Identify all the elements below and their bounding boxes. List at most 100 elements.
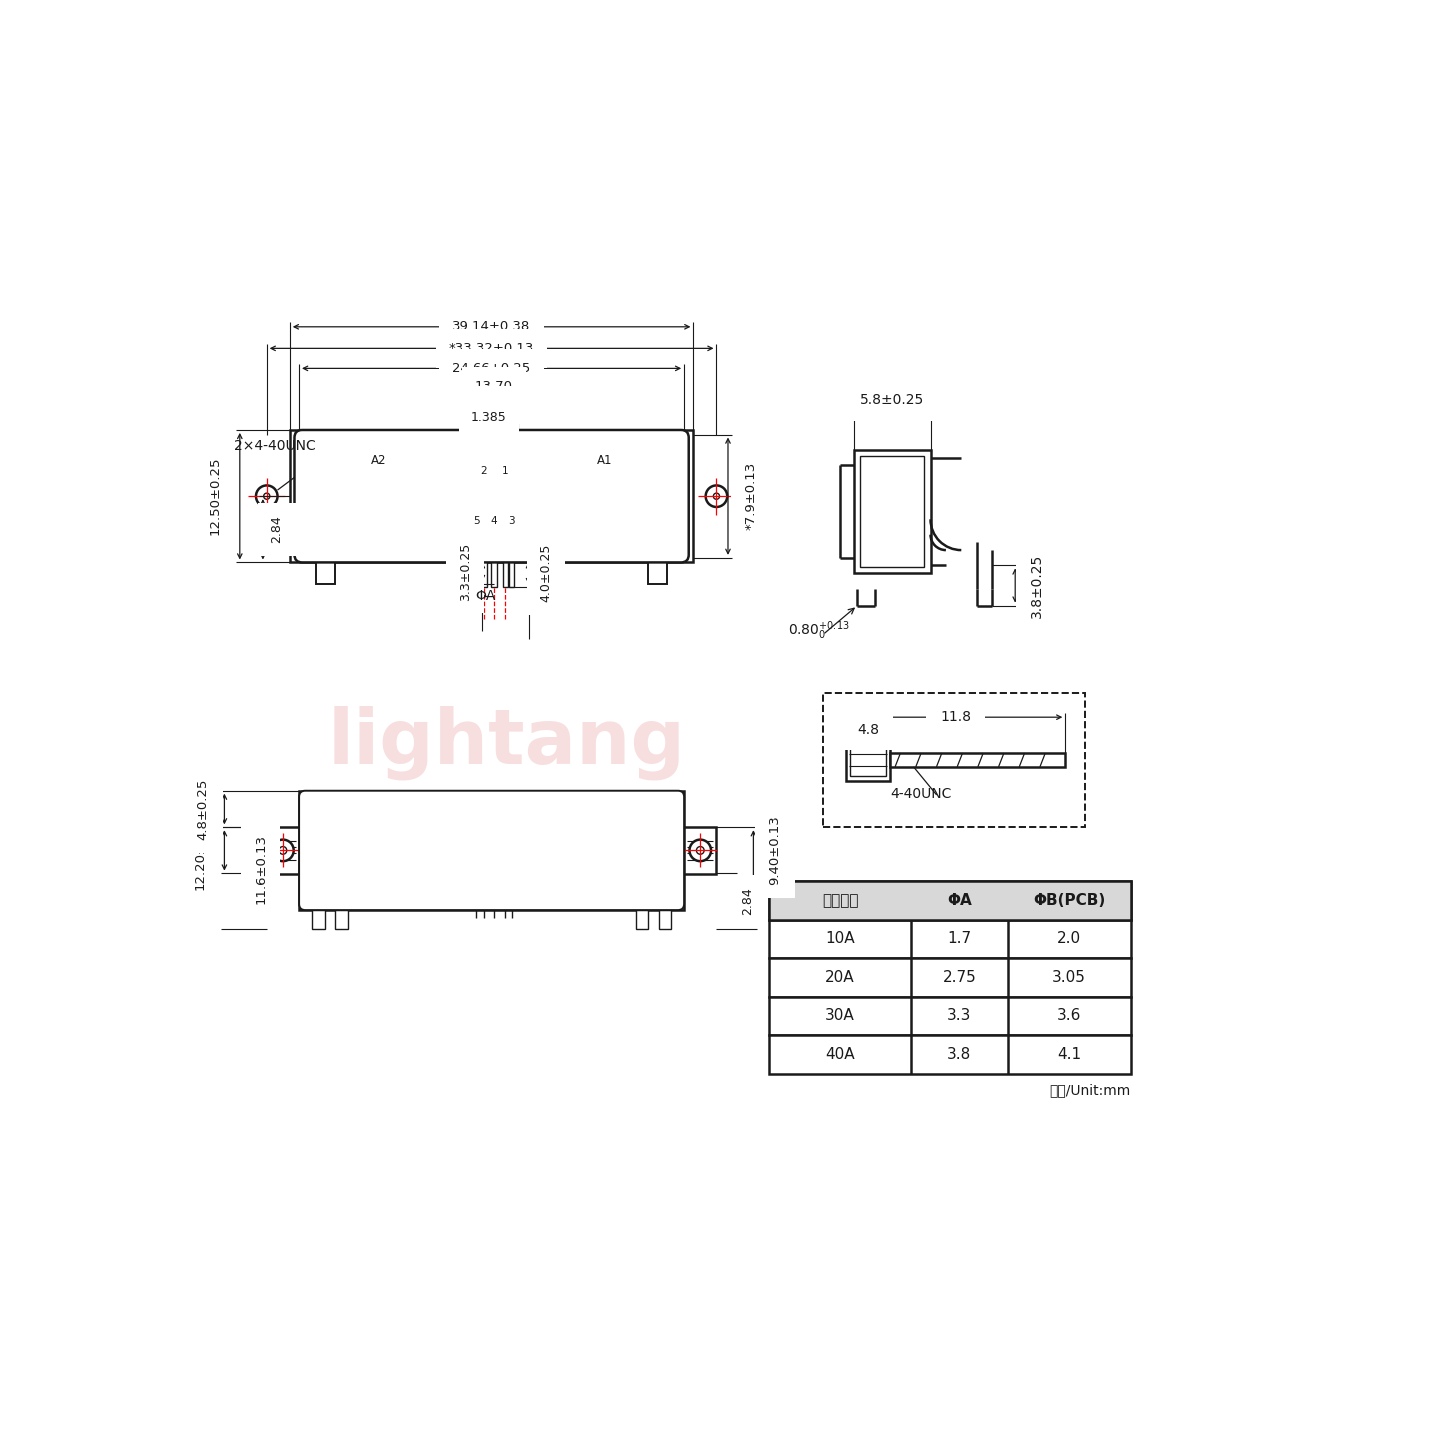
Circle shape	[390, 845, 400, 855]
Bar	[336, 910, 347, 929]
Text: 5: 5	[472, 516, 480, 526]
Text: 2.84: 2.84	[271, 516, 284, 543]
Circle shape	[583, 845, 592, 855]
Text: ΦA: ΦA	[475, 589, 495, 603]
Text: 2.77: 2.77	[481, 399, 508, 412]
Circle shape	[507, 848, 517, 860]
Bar	[658, 910, 671, 929]
Text: 3.3: 3.3	[948, 1008, 972, 1024]
Bar	[845, 739, 890, 780]
Bar	[635, 910, 648, 929]
Text: 39.14±0.38: 39.14±0.38	[452, 320, 531, 333]
Circle shape	[488, 501, 500, 513]
Text: 9.40±0.13: 9.40±0.13	[769, 815, 782, 886]
Text: 单位/Unit:mm: 单位/Unit:mm	[1050, 1083, 1130, 1097]
Circle shape	[264, 492, 269, 500]
Text: 4.1: 4.1	[1057, 1047, 1081, 1061]
Circle shape	[279, 847, 287, 854]
Circle shape	[713, 492, 720, 500]
Text: 4.8: 4.8	[857, 723, 880, 736]
Bar	[854, 449, 930, 573]
Text: *7.9±0.13: *7.9±0.13	[744, 462, 757, 530]
Text: 0.80$^{+0.13}_{0}$: 0.80$^{+0.13}_{0}$	[788, 619, 850, 642]
Text: 额定电流: 额定电流	[822, 893, 858, 909]
Circle shape	[478, 480, 490, 491]
Text: *33.32±0.13: *33.32±0.13	[449, 341, 534, 354]
Circle shape	[471, 501, 481, 513]
Bar	[289, 431, 693, 563]
Text: 4.0±0.25: 4.0±0.25	[539, 544, 552, 602]
Circle shape	[500, 480, 511, 491]
Bar	[481, 557, 487, 588]
Circle shape	[491, 504, 497, 510]
Text: 12.20±0.13: 12.20±0.13	[193, 811, 206, 890]
Text: 3.05: 3.05	[1053, 971, 1086, 985]
Bar	[315, 559, 336, 585]
FancyBboxPatch shape	[300, 791, 684, 910]
Circle shape	[379, 834, 412, 867]
Text: 13.70: 13.70	[475, 380, 513, 393]
Text: 10A: 10A	[825, 932, 855, 946]
Text: 2.84: 2.84	[740, 887, 753, 916]
Text: 11.6±0.13: 11.6±0.13	[253, 834, 266, 904]
Bar	[769, 996, 1130, 1035]
Bar	[503, 557, 508, 588]
Text: ΦA: ΦA	[948, 893, 972, 909]
Bar	[822, 693, 1084, 828]
Text: 30A: 30A	[825, 1008, 855, 1024]
Bar	[648, 559, 667, 585]
Text: 24.66±0.25: 24.66±0.25	[452, 361, 531, 374]
Text: 1.7: 1.7	[948, 932, 972, 946]
Circle shape	[272, 840, 294, 861]
Circle shape	[706, 485, 727, 507]
Circle shape	[488, 848, 500, 860]
Text: 2: 2	[481, 467, 487, 477]
Bar	[684, 828, 717, 874]
Circle shape	[570, 834, 605, 867]
Text: 1: 1	[503, 467, 508, 477]
Circle shape	[500, 848, 511, 860]
Text: 2.0: 2.0	[1057, 932, 1081, 946]
Text: 2.75: 2.75	[943, 971, 976, 985]
Text: 20A: 20A	[825, 971, 855, 985]
Circle shape	[478, 848, 490, 860]
Circle shape	[471, 848, 481, 860]
Bar	[769, 920, 1130, 958]
Bar	[769, 881, 1130, 920]
FancyBboxPatch shape	[295, 431, 688, 563]
Circle shape	[474, 504, 480, 510]
Text: A2: A2	[370, 454, 386, 467]
Bar	[769, 881, 1130, 920]
Circle shape	[392, 492, 399, 500]
Circle shape	[564, 474, 611, 520]
Bar	[300, 791, 684, 910]
Text: 5.8±0.25: 5.8±0.25	[860, 393, 924, 408]
Circle shape	[697, 847, 704, 854]
Text: 11.8: 11.8	[940, 710, 971, 724]
Circle shape	[380, 481, 410, 511]
Bar	[312, 910, 324, 929]
Text: 40A: 40A	[825, 1047, 855, 1061]
Bar	[474, 557, 480, 588]
Text: 12.50±0.25: 12.50±0.25	[209, 456, 222, 536]
Circle shape	[507, 501, 517, 513]
Text: 3.8±0.25: 3.8±0.25	[1030, 553, 1044, 618]
Text: 4: 4	[491, 516, 497, 526]
Text: 3.3±0.25: 3.3±0.25	[459, 543, 472, 600]
Bar	[890, 753, 1066, 768]
Bar	[860, 456, 924, 567]
Text: 4.8±0.25: 4.8±0.25	[196, 779, 209, 840]
Bar	[508, 557, 514, 588]
Text: lightang: lightang	[328, 706, 685, 780]
Bar	[769, 1035, 1130, 1074]
Bar	[491, 557, 497, 588]
Text: 1.385: 1.385	[471, 412, 507, 425]
Text: 2×4-40UNC: 2×4-40UNC	[233, 439, 315, 454]
Text: 3: 3	[508, 516, 516, 526]
Text: 3.6: 3.6	[1057, 1008, 1081, 1024]
Text: A1: A1	[598, 454, 612, 467]
Circle shape	[256, 485, 278, 507]
Bar	[266, 828, 300, 874]
Bar	[851, 743, 886, 776]
Text: 4-40UNC: 4-40UNC	[890, 788, 952, 801]
